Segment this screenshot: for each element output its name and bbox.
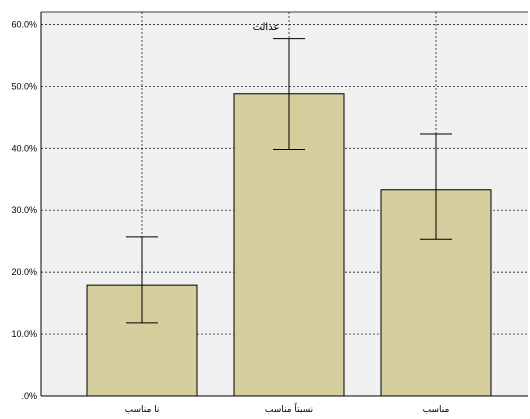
y-tick-label: 10.0% bbox=[11, 329, 37, 339]
y-tick-label: 60.0% bbox=[11, 19, 37, 29]
y-tick-label: .0% bbox=[21, 391, 37, 401]
category-label: نا مناسب bbox=[125, 405, 160, 415]
category-labels: نا مناسب نسبتاً مناسب مناسب bbox=[125, 402, 450, 415]
y-tick-label: 30.0% bbox=[11, 205, 37, 215]
category-label: مناسب bbox=[423, 405, 450, 415]
y-tick-label: 40.0% bbox=[11, 143, 37, 153]
y-tick-label: 20.0% bbox=[11, 267, 37, 277]
y-tick-label: 50.0% bbox=[11, 81, 37, 91]
category-label: نسبتاً مناسب bbox=[265, 402, 313, 415]
axes bbox=[40, 11, 528, 397]
y-tick-labels: .0% 10.0% 20.0% 30.0% 40.0% 50.0% 60.0% bbox=[11, 19, 37, 401]
error-bars bbox=[126, 38, 452, 324]
chart-title: عدالت bbox=[253, 22, 280, 33]
